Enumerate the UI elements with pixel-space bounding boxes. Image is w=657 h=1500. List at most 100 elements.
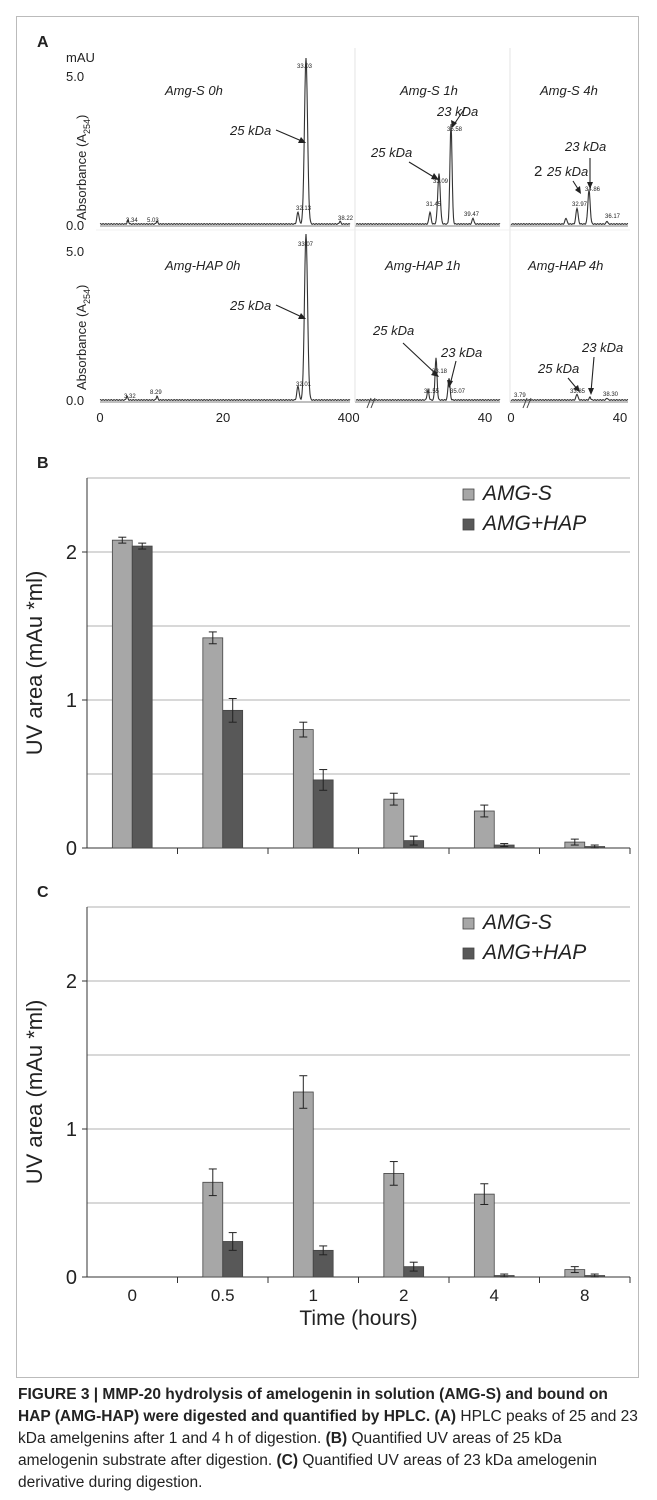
caption-b-tag: (B) — [325, 1430, 348, 1447]
kda-label: 25 kDa — [537, 361, 579, 376]
peak-label: 3.79 — [514, 393, 526, 399]
caption-c-text: Quantified UV areas of 23 kDa amelogenin… — [18, 1452, 598, 1491]
peak-label: 31.55 — [424, 389, 440, 395]
legend-swatch — [462, 518, 475, 531]
kda-label: 23 kDa — [581, 340, 623, 355]
y-tick-label: 0 — [66, 838, 77, 860]
panel-label-c: C — [37, 884, 49, 901]
peak-label: 34.86 — [585, 187, 601, 193]
y-tick-label: 2 — [66, 971, 77, 993]
y-tick-label: 0 — [66, 1267, 77, 1289]
kda-label: 23 kDa — [440, 345, 482, 360]
bar-amg-s — [383, 798, 405, 849]
peak-label: 32.97 — [572, 202, 588, 208]
figure-caption: FIGURE 3 | MMP-20 hydrolysis of amelogen… — [18, 1384, 642, 1494]
bar-amg-s — [292, 1091, 314, 1278]
figure-canvas: A B C mAU 5.0 0.0 5.0 0.0 Absorbance (A2… — [22, 34, 631, 1330]
bar-amg-s — [473, 1193, 495, 1278]
arrow-heads — [298, 120, 594, 395]
tile-title-amg-hap-4h: Amg-HAP 4h — [527, 258, 603, 273]
panel-c-chart: 0 1 2 UV area (mAu *ml) 0 0.5 1 2 4 8 AMG-S AMG+HAP… — [22, 906, 631, 1330]
y-tick-0-top: 0.0 — [66, 218, 84, 233]
peak-label: 3.32 — [124, 394, 136, 400]
x-tick-label: 1 — [309, 1286, 318, 1305]
y-axis-label: UV area (mAu *ml) — [22, 1000, 47, 1185]
panel-b-chart: 0 1 2 UV area (mAu *ml) AMG-S AMG+HAP — [22, 477, 631, 860]
chromatogram-trace — [99, 233, 351, 402]
bar-amg-s — [202, 1181, 224, 1278]
y-axis-label-bottom: Absorbance (A254) — [74, 285, 92, 390]
peak-label: 36.17 — [605, 214, 621, 220]
unit-label: mAU — [66, 50, 95, 65]
x-tick-label: 2 — [399, 1286, 408, 1305]
peak-label: 31.45 — [426, 202, 442, 208]
peak-label: 38.22 — [338, 216, 354, 222]
peak-label: 32.13 — [296, 206, 312, 212]
x-tick: 0 — [96, 410, 103, 425]
kda-label: 25 kDa — [229, 123, 271, 138]
chromatogram-trace — [355, 357, 501, 402]
y-tick-0-bottom: 0.0 — [66, 393, 84, 408]
legend-label: AMG+HAP — [481, 941, 586, 964]
axis-break-marks — [366, 397, 532, 409]
y-tick-5-top: 5.0 — [66, 69, 84, 84]
peak-label: 33.09 — [433, 179, 449, 185]
x-tick-label: 4 — [490, 1286, 499, 1305]
x-tick: 40 — [478, 410, 492, 425]
x-tick-label: 0 — [128, 1286, 137, 1305]
chromatogram-trace — [510, 393, 629, 402]
panel-label-b: B — [37, 455, 49, 472]
x-tick: 40 — [338, 410, 352, 425]
x-tick-label: 8 — [580, 1286, 589, 1305]
caption-a-text: HPLC peaks of 25 and 23 kDa amelgenins a… — [18, 1408, 638, 1447]
bar-amg-s — [202, 637, 224, 849]
caption-title: FIGURE 3 | MMP-20 hydrolysis of amelogen… — [18, 1386, 608, 1425]
y-tick-5-bottom: 5.0 — [66, 244, 84, 259]
legend-label: AMG-S — [481, 482, 552, 505]
tile-title-amg-s-1h: Amg-S 1h — [399, 83, 458, 98]
tile-title-amg-hap-1h: Amg-HAP 1h — [384, 258, 460, 273]
x-tick: 0 — [507, 410, 514, 425]
y-tick-label: 2 — [66, 542, 77, 564]
y-tick-label: 1 — [66, 1119, 77, 1141]
peak-label: 3.34 — [126, 218, 138, 224]
peak-label: 8.29 — [150, 390, 162, 396]
caption-b-text: Quantified UV areas of 25 kDa amelogenin… — [18, 1430, 562, 1469]
chromatogram-trace — [99, 57, 351, 226]
x-tick: 0 — [352, 410, 359, 425]
peak-label: 33.07 — [298, 242, 314, 248]
chromatogram-trace — [510, 189, 629, 226]
y-tick-label: 1 — [66, 690, 77, 712]
annotation-arrows — [275, 107, 595, 393]
bar-amg-s — [292, 729, 314, 849]
kda-label: 25 kDa — [229, 298, 271, 313]
chromatogram-trace — [355, 124, 501, 226]
caption-c-tag: (C) — [276, 1452, 299, 1469]
legend-swatch — [462, 488, 475, 501]
x-axis-label: Time (hours) — [299, 1307, 417, 1330]
kda-label: 23 kDa — [436, 104, 478, 119]
legend-swatch — [462, 947, 475, 960]
panel-a: mAU 5.0 0.0 5.0 0.0 Absorbance (A254) Ab… — [66, 48, 630, 425]
peak-label: 35.58 — [447, 127, 463, 133]
peak-label: 33.18 — [432, 369, 448, 375]
kda-label: 25 kDa — [546, 164, 588, 179]
panel-label-a: A — [37, 34, 49, 51]
peak-label: 33.03 — [297, 64, 313, 70]
tile-title-amg-hap-0h: Amg-HAP 0h — [164, 258, 240, 273]
bar-amg-s — [111, 539, 133, 849]
kda-label: 25 kDa — [372, 323, 414, 338]
legend-label: AMG-S — [481, 911, 552, 934]
legend-swatch — [462, 917, 475, 930]
peak-label: 5.03 — [147, 218, 159, 224]
bar-amg-hap — [131, 545, 153, 849]
y-axis-label-top: Absorbance (A254) — [74, 115, 92, 220]
kda-label: 23 kDa — [564, 139, 606, 154]
peak-label: 35.07 — [450, 389, 466, 395]
peak-label: 33.85 — [570, 389, 586, 395]
tile-title-amg-s-0h: Amg-S 0h — [164, 83, 223, 98]
peak-label: 39.47 — [464, 212, 480, 218]
stray-label: 2 — [534, 163, 542, 180]
peak-label: 38.30 — [603, 392, 619, 398]
x-tick-label: 0.5 — [211, 1286, 235, 1305]
